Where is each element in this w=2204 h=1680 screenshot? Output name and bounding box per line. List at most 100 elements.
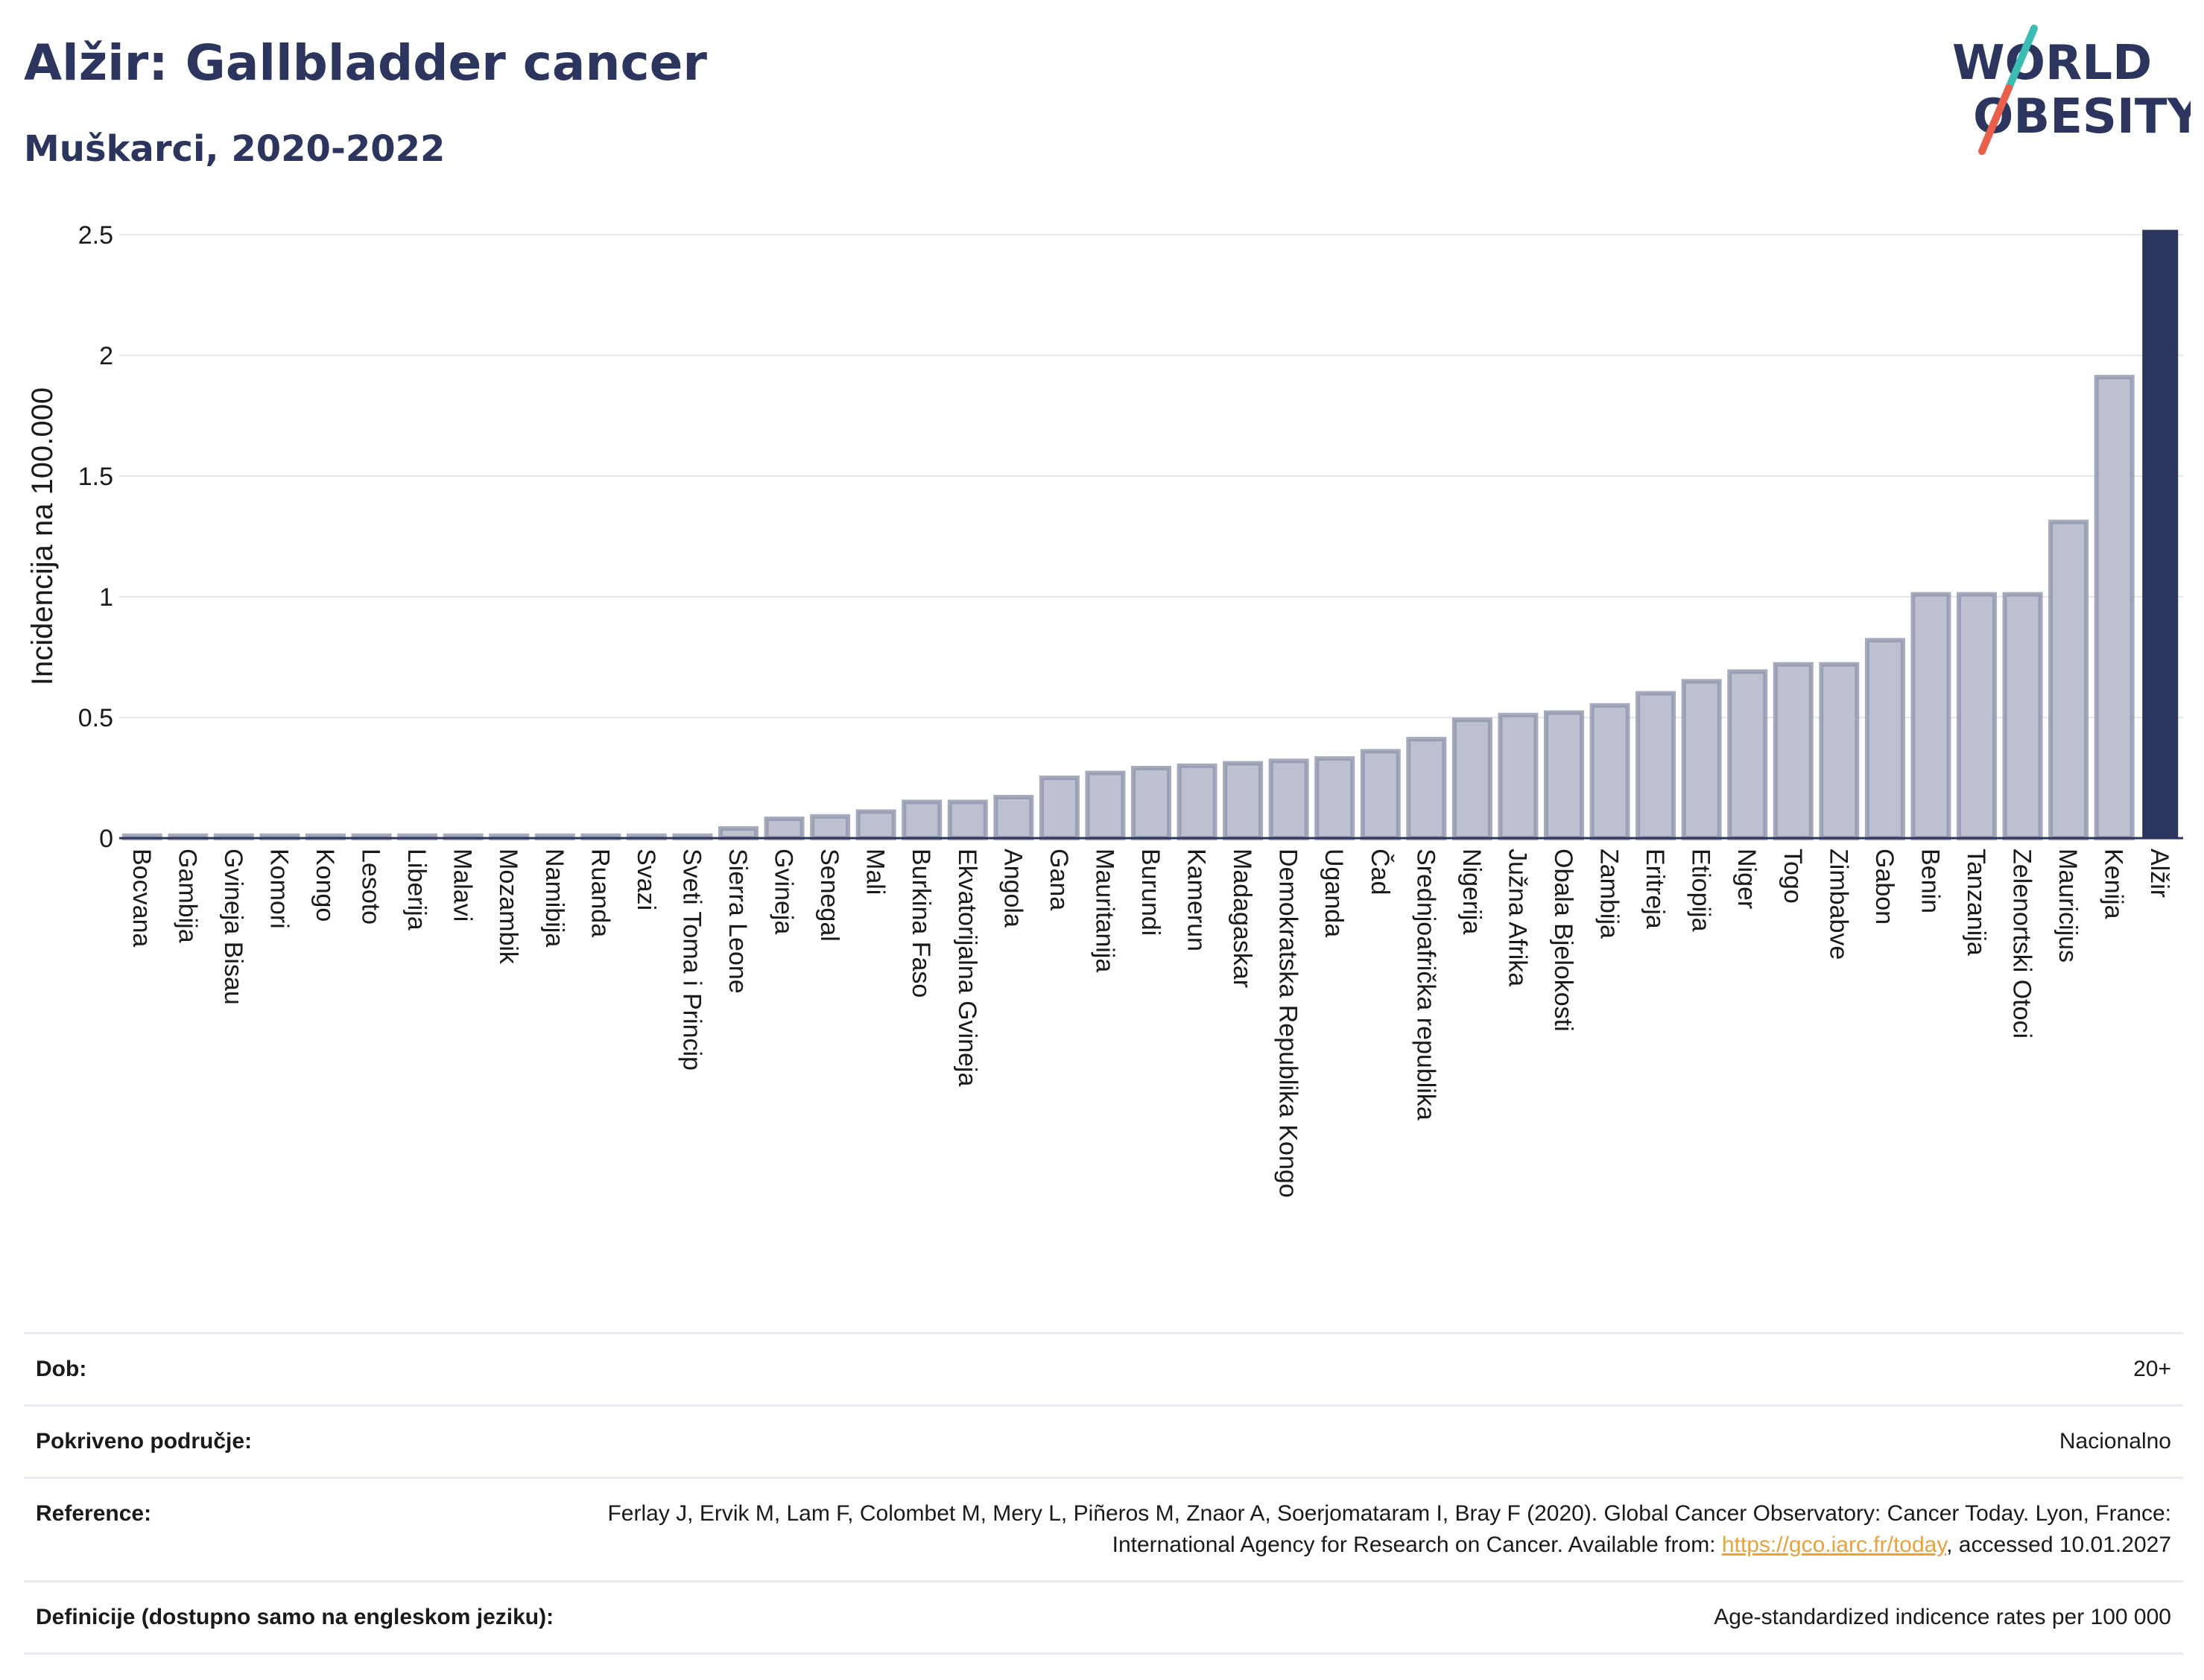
bar [1543,710,1585,841]
x-tick-label: Gambija [173,849,201,943]
bar [1727,669,1768,840]
meta-row-definitions: Definicije (dostupno samo na engleskom j… [24,1580,2183,1655]
reference-text: Ferlay J, Ervik M, Lam F, Colombet M, Me… [607,1501,2171,1557]
y-tick-label: 0.5 [78,704,113,732]
meta-row-reference: Reference: Ferlay J, Ervik M, Lam F, Col… [24,1477,2183,1580]
x-tick-label: Sierra Leone [723,849,752,994]
bar [1223,761,1264,841]
x-tick-label: Lesoto [357,849,385,925]
meta-label-definitions: Definicije (dostupno samo na engleskom j… [36,1605,554,1629]
x-tick-label: Madagaskar [1228,849,1256,988]
y-tick-label: 2 [99,342,113,370]
y-tick-label: 0 [99,825,113,853]
bar [1864,638,1905,840]
bar [1956,592,1998,840]
x-tick-label: Zambija [1595,849,1624,939]
x-tick-label: Kongo [311,849,339,922]
x-tick-label: Ruanda [586,849,614,937]
meta-value-reference: Ferlay J, Ervik M, Lam F, Colombet M, Me… [569,1498,2171,1561]
bar [810,814,851,840]
x-tick-label: Uganda [1320,849,1348,937]
meta-value-definitions: Age-standardized indicence rates per 100… [1714,1605,2171,1629]
reference-accessed: , accessed 10.01.2027 [1946,1532,2171,1557]
bar [993,794,1034,841]
meta-row-coverage: Pokriveno područje: Nacionalno [24,1404,2183,1477]
x-tick-label: Ekvatorijalna Gvineja [953,849,981,1086]
x-tick-label: Malavi [449,849,477,922]
meta-value-age: 20+ [2133,1357,2171,1381]
x-tick-label: Zelenortski Otoci [2008,849,2036,1039]
meta-value-coverage: Nacionalno [2059,1429,2171,1454]
bar [1085,770,1126,841]
x-tick-label: Zimbabve [1824,849,1852,960]
chart-title: Alžir: Gallbladder cancer [24,34,707,92]
x-tick-label: Togo [1779,849,1807,904]
x-tick-label: Gabon [1870,849,1899,925]
meta-row-age: Dob: 20+ [24,1332,2183,1404]
bar [1910,592,1951,840]
x-tick-label: Gvineja [770,849,798,934]
x-tick-label: Etiopija [1687,849,1715,932]
x-tick-label: Komori [265,849,293,929]
x-tick-label: Svazi [632,849,660,910]
bar [1406,737,1447,840]
x-tick-label: Mali [861,849,890,895]
x-tick-label: Mozambik [494,849,522,965]
x-tick-label: Senegal [815,849,843,942]
metadata-table: Dob: 20+ Pokriveno područje: Nacionalno … [24,1332,2183,1655]
x-tick-label: Obala Bjelokosti [1549,849,1577,1032]
bar [1314,756,1355,841]
x-tick-label: Kenija [2100,849,2128,919]
x-tick-label: Čad [1366,849,1394,895]
y-tick-label: 2.5 [78,221,113,250]
x-tick-label: Tanzanija [1962,849,1990,956]
bar [947,799,988,841]
svg-text:WORLD: WORLD [1952,36,2152,91]
x-tick-label: Demokratska Republika Kongo [1274,849,1302,1198]
bar [1773,662,1814,840]
x-tick-label: Bocvana [127,849,156,947]
y-tick-label: 1.5 [78,463,113,491]
bar [1451,717,1492,840]
x-tick-label: Burundi [1136,849,1165,936]
x-tick-label: Mauricijus [2053,849,2082,963]
meta-label-coverage: Pokriveno područje: [36,1429,253,1454]
meta-label-reference: Reference: [36,1501,152,1526]
world-obesity-logo: WORLD OBESITY [1952,25,2191,155]
bar [1498,712,1539,841]
x-tick-label: Gvineja Bisau [219,849,247,1005]
bar [1268,758,1309,841]
x-tick-label: Srednjoafrička republika [1411,849,1440,1120]
bar-chart: 0 0.5 1 1.5 2 2.5 Incidencija na 100.000 Bocvan… [26,221,2183,1198]
x-tick-label: Liberija [402,849,431,931]
bar [1681,679,1722,841]
x-tick-label: Niger [1732,849,1761,909]
bar [764,817,805,840]
bar [2094,375,2135,841]
x-tick-label: Nigerija [1457,849,1486,934]
y-axis-label: Incidencija na 100.000 [26,387,59,685]
reference-link[interactable]: https://gco.iarc.fr/today [1721,1532,1947,1557]
meta-label-age: Dob: [36,1357,87,1381]
x-tick-label: Gana [1045,849,1073,910]
bar [1819,662,1860,840]
x-tick-label: Sveti Toma i Princip [677,849,706,1071]
bar [1360,749,1401,840]
x-tick-label: Mauritanija [1090,849,1118,972]
bar [2048,519,2089,840]
x-tick-label: Kamerun [1182,849,1211,951]
x-tick-label: Južna Afrika [1503,849,1531,986]
chart-subtitle: Muškarci, 2020-2022 [24,128,446,170]
bar [1635,691,1676,840]
x-tick-label: Eritreja [1641,849,1669,929]
bar [1589,703,1630,840]
bar [2002,592,2043,840]
x-tick-label: Burkina Faso [907,849,935,998]
x-tick-label: Benin [1916,849,1944,913]
bar [718,826,759,841]
bar [1130,766,1172,841]
x-tick-label: Angola [998,849,1027,928]
x-tick-label: Namibija [540,849,569,947]
svg-text:OBESITY: OBESITY [1973,89,2191,145]
bar [1177,763,1217,841]
